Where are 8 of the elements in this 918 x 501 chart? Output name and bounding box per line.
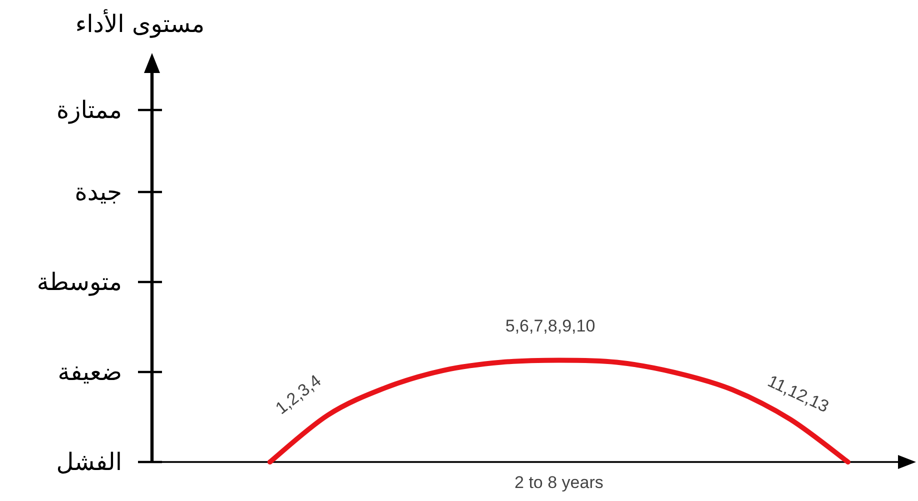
text: متوسطة	[36, 268, 122, 296]
text: جيدة	[74, 178, 122, 206]
text: ضعيفة	[58, 358, 122, 386]
text: ممتازة	[56, 96, 122, 124]
text: 5,6,7,8,9,10	[505, 316, 596, 336]
text: الفشل	[56, 448, 122, 476]
text: مستوى الأداء	[75, 9, 205, 38]
x-axis-title: 2 to 8 years	[514, 473, 604, 492]
